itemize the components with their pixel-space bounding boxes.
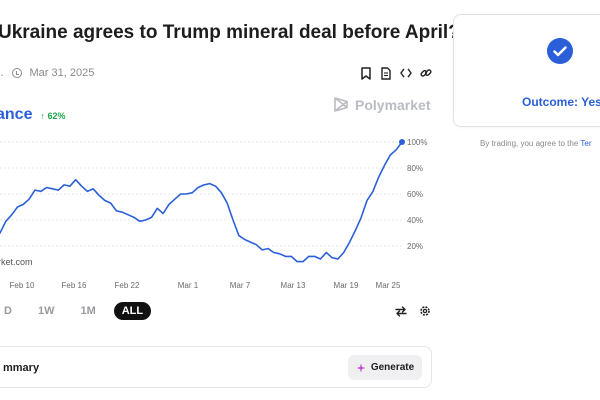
chart-watermark: rket.com bbox=[0, 257, 33, 267]
x-tick-label: Mar 25 bbox=[376, 281, 401, 290]
bookmark-icon[interactable] bbox=[360, 66, 372, 80]
terms-notice: By trading, you agree to the Ter bbox=[480, 139, 592, 148]
document-icon[interactable] bbox=[380, 66, 392, 80]
market-title: Ukraine agrees to Trump mineral deal bef… bbox=[0, 22, 460, 43]
sparkle-icon bbox=[356, 363, 366, 372]
end-date: Mar 31, 2025 bbox=[29, 67, 95, 79]
terms-text: By trading, you agree to the bbox=[480, 139, 581, 148]
meta-prefix: l. bbox=[0, 67, 4, 79]
chance-header: ance ↑ 62% bbox=[0, 106, 65, 124]
chart-grid bbox=[0, 141, 402, 247]
swap-arrows-icon[interactable] bbox=[395, 304, 407, 322]
link-icon[interactable] bbox=[420, 66, 432, 80]
range-all[interactable]: ALL bbox=[113, 302, 152, 320]
generate-label: Generate bbox=[370, 362, 415, 373]
price-chart[interactable]: 100% 80% 60% 40% 20% Feb 10 Feb 16 Feb 22 Mar 1… bbox=[0, 130, 440, 290]
x-tick-label: Feb 16 bbox=[62, 281, 87, 290]
chart-tools bbox=[395, 304, 431, 322]
x-tick-label: Feb 22 bbox=[115, 281, 140, 290]
terms-link[interactable]: Ter bbox=[580, 139, 592, 148]
y-tick-label: 100% bbox=[407, 138, 427, 147]
probability-line bbox=[0, 141, 403, 263]
polymarket-logo-icon bbox=[334, 97, 348, 112]
market-meta: l. Mar 31, 2025 bbox=[0, 67, 94, 79]
range-d[interactable]: D bbox=[4, 305, 12, 317]
outcome-card: Outcome: Yes bbox=[453, 14, 600, 127]
y-tick-label: 80% bbox=[407, 164, 423, 173]
y-tick-label: 40% bbox=[407, 216, 423, 225]
check-circle-icon bbox=[547, 38, 573, 64]
x-tick-label: Mar 19 bbox=[334, 281, 359, 290]
current-value-dot bbox=[399, 139, 405, 145]
y-axis: 100% 80% 60% 40% 20% bbox=[407, 138, 427, 251]
time-range-selector: D 1W 1M ALL bbox=[0, 302, 152, 320]
y-tick-label: 20% bbox=[407, 242, 423, 251]
summary-card: mmary Generate bbox=[0, 346, 432, 388]
brand-logo: Polymarket bbox=[333, 96, 430, 113]
x-tick-label: Mar 1 bbox=[178, 281, 199, 290]
summary-label: mmary bbox=[3, 362, 40, 374]
chance-label: ance bbox=[0, 106, 33, 123]
clock-icon bbox=[11, 68, 22, 78]
x-tick-label: Mar 13 bbox=[281, 281, 306, 290]
x-tick-label: Mar 7 bbox=[230, 281, 251, 290]
x-axis: Feb 10 Feb 16 Feb 22 Mar 1 Mar 7 Mar 13 Mar 19… bbox=[10, 281, 401, 290]
brand-name: Polymarket bbox=[355, 96, 431, 113]
x-tick-label: Feb 10 bbox=[10, 281, 35, 290]
code-embed-icon[interactable] bbox=[400, 66, 412, 80]
y-tick-label: 60% bbox=[407, 190, 423, 199]
market-actions bbox=[360, 66, 432, 80]
range-1w[interactable]: 1W bbox=[37, 305, 55, 317]
generate-button[interactable]: Generate bbox=[348, 355, 422, 380]
chance-delta: ↑ 62% bbox=[40, 111, 66, 121]
outcome-text: Outcome: Yes bbox=[522, 95, 600, 109]
range-1m[interactable]: 1M bbox=[80, 305, 96, 317]
gear-icon[interactable] bbox=[419, 304, 431, 322]
